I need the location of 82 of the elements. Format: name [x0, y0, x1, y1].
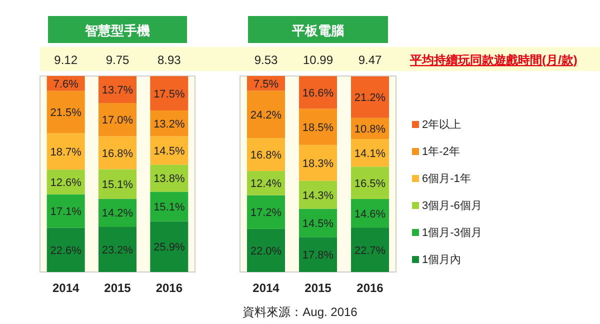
data-label: 12.4% — [250, 178, 282, 190]
bar — [46, 90, 85, 133]
text: 9.75 — [106, 53, 130, 67]
text: 10.99 — [302, 53, 334, 67]
bar — [299, 108, 337, 145]
bar — [351, 166, 389, 199]
data-label: 21.5% — [50, 106, 82, 119]
data-label: 14.1% — [354, 148, 386, 160]
bar — [98, 169, 136, 199]
bar — [98, 103, 136, 136]
bar — [46, 194, 85, 228]
bar — [299, 237, 337, 272]
data-label: 23.2% — [102, 244, 134, 256]
bar — [299, 144, 337, 181]
source-note: 資料來源：Aug. 2016 — [242, 305, 358, 319]
data-label: 14.2% — [102, 208, 134, 220]
data-label: 10.8% — [354, 123, 386, 136]
data-label: 16.5% — [354, 178, 386, 190]
data-label: 21.2% — [354, 92, 386, 104]
text: 9.12 — [54, 53, 78, 67]
x-tick-label: 2015 — [304, 281, 332, 295]
text: 9.47 — [358, 53, 382, 67]
bar — [247, 195, 285, 229]
data-label: 15.1% — [102, 178, 134, 191]
data-label: 13.8% — [154, 173, 185, 186]
legend-label: 1個月-3個月 — [422, 227, 482, 239]
text: 9.53 — [254, 53, 278, 67]
x-tick-label: 2014 — [252, 281, 280, 295]
data-label: 18.3% — [302, 158, 334, 170]
legend-label: 3個月-6個月 — [422, 200, 482, 212]
bar — [150, 221, 188, 272]
x-tick-label: 2016 — [356, 281, 384, 295]
data-label: 18.7% — [50, 146, 82, 158]
data-label: 7.5% — [253, 78, 279, 90]
bar — [98, 226, 136, 272]
data-label: 22.7% — [354, 244, 386, 257]
x-tick-label: 2016 — [156, 281, 183, 295]
data-label: 17.0% — [102, 114, 134, 127]
text: 平均持續玩同款遊戲時間(月/款) — [409, 53, 578, 67]
legend-label: 6個月-1年 — [422, 173, 471, 185]
legend-label: 1個月內 — [422, 253, 462, 266]
text: 8.93 — [157, 53, 182, 67]
data-label: 14.3% — [302, 190, 334, 202]
x-tick-label: 2014 — [52, 281, 80, 295]
bar — [46, 132, 85, 170]
bar — [150, 76, 188, 110]
data-label: 16.6% — [302, 87, 334, 100]
bar — [46, 228, 85, 272]
data-label: 24.2% — [250, 109, 282, 122]
data-label: 18.5% — [302, 122, 334, 134]
bar — [351, 139, 389, 167]
data-label: 14.5% — [302, 218, 334, 230]
data-label: 14.5% — [154, 146, 185, 158]
x-tick-label: 2015 — [104, 281, 132, 295]
chart-title: 平板電腦 — [291, 23, 344, 38]
bar — [351, 76, 389, 118]
data-label: 17.2% — [250, 207, 282, 220]
data-label: 22.6% — [50, 244, 82, 257]
bar — [351, 228, 389, 272]
data-label: 17.1% — [50, 206, 82, 218]
bar — [247, 90, 285, 138]
bar — [247, 228, 285, 272]
bar — [299, 76, 337, 109]
bar — [46, 170, 85, 194]
data-label: 7.6% — [53, 78, 79, 90]
data-label: 17.8% — [302, 250, 334, 262]
data-label: 12.6% — [50, 176, 82, 189]
bar — [98, 76, 136, 104]
data-label: 17.5% — [154, 88, 185, 100]
bar — [150, 192, 188, 222]
data-label: 22.0% — [250, 245, 282, 258]
data-label: 16.8% — [250, 150, 282, 162]
data-label: 13.2% — [154, 118, 185, 130]
data-label: 15.1% — [154, 202, 185, 214]
data-label: 25.9% — [154, 242, 185, 254]
legend-label: 2年以上 — [422, 118, 462, 131]
legend-label: 1年-2年 — [422, 146, 460, 158]
data-label: 14.6% — [354, 208, 386, 220]
data-label: 13.7% — [102, 84, 134, 97]
bar — [247, 138, 285, 171]
data-label: 16.8% — [102, 148, 134, 160]
chart-title: 智慧型手機 — [84, 23, 150, 38]
